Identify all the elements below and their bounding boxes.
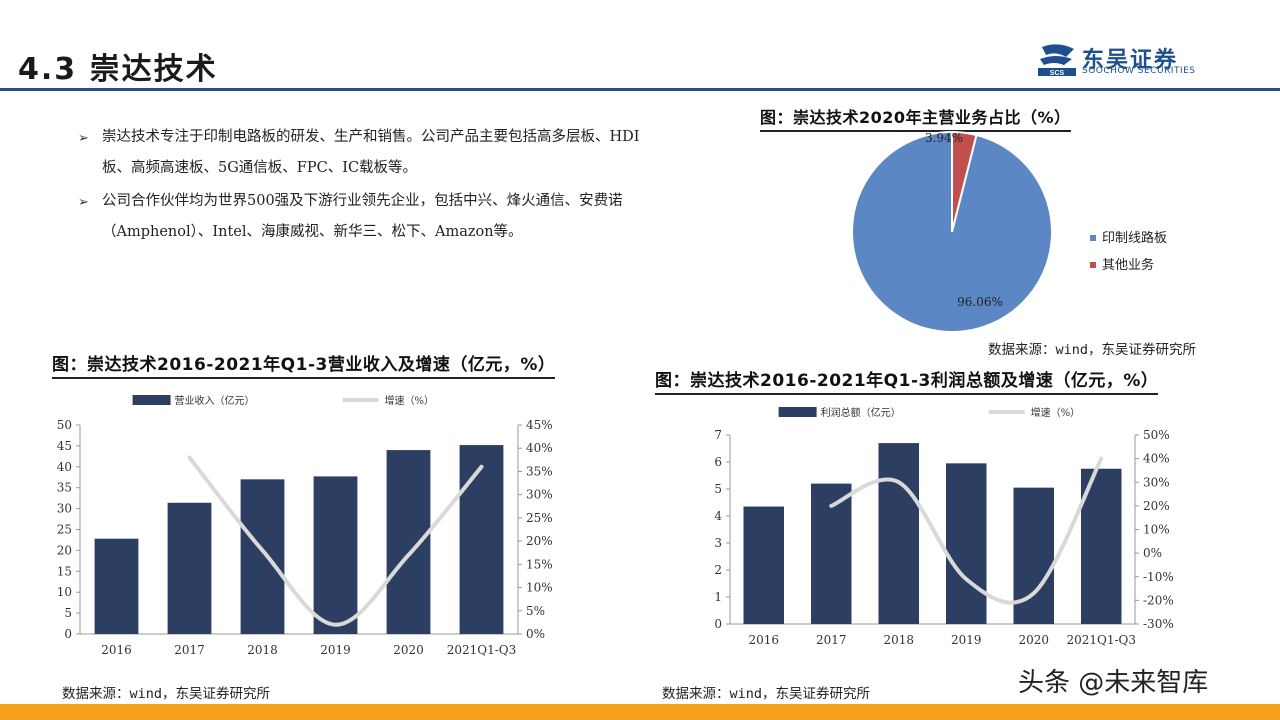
- pie-value-label: 3.94%: [925, 131, 963, 145]
- pie-slice: [851, 130, 1053, 333]
- y-tick-label: 20: [57, 543, 72, 557]
- y2-tick-label: 50%: [1143, 428, 1170, 442]
- bar: [313, 476, 358, 634]
- legend-swatch: [1090, 235, 1096, 241]
- y2-tick-label: 30%: [1143, 475, 1170, 489]
- y-tick-label: 3: [714, 536, 722, 550]
- x-tick-label: 2019: [320, 643, 351, 657]
- profit-source: 数据来源：wind，东吴证券研究所: [662, 686, 871, 702]
- legend-label: 利润总额（亿元）: [821, 406, 901, 419]
- x-tick-label: 2016: [101, 643, 132, 657]
- bullet-text: 崇达技术专注于印制电路板的研发、生产和销售。公司产品主要包括高多层板、HDI板、…: [102, 129, 640, 176]
- y-tick-label: 5: [714, 482, 722, 496]
- y-tick-label: 45: [57, 439, 72, 453]
- x-tick-label: 2019: [951, 633, 982, 647]
- y2-tick-label: 10%: [526, 581, 553, 595]
- arrow-bullet-icon: ➢: [78, 131, 89, 146]
- y2-tick-label: 30%: [526, 488, 553, 502]
- bar: [459, 445, 504, 634]
- y-tick-label: 25: [57, 523, 72, 537]
- bullet-item: ➢ 崇达技术专注于印制电路板的研发、生产和销售。公司产品主要包括高多层板、HDI…: [78, 122, 648, 184]
- x-tick-label: 2017: [174, 643, 205, 657]
- y-tick-label: 35: [57, 481, 72, 495]
- y2-tick-label: 40%: [1143, 452, 1170, 466]
- legend-label: 印制线路板: [1102, 230, 1167, 246]
- bar: [94, 538, 139, 634]
- logo-name-en: SOOCHOW SECURITIES: [1082, 66, 1196, 76]
- y2-tick-label: 5%: [526, 604, 545, 618]
- bar: [167, 502, 212, 634]
- y-tick-label: 1: [714, 590, 722, 604]
- y2-tick-label: 35%: [526, 464, 553, 478]
- legend-label: 其他业务: [1102, 257, 1154, 273]
- y2-tick-label: 10%: [1143, 523, 1170, 537]
- revenue-chart: 0 5 10 15 20 25 30 35 40 45 50 0% 5% 10% 15% 20% 25% 30% 3…: [57, 394, 553, 657]
- bullet-text: 公司合作伙伴均为世界500强及下游行业领先企业，包括中兴、烽火通信、安费诺（Am…: [102, 193, 623, 240]
- y-tick-label: 15: [57, 564, 72, 578]
- pie-chart-title: 图：崇达技术2020年主营业务占比（%）: [760, 104, 1071, 132]
- y-tick-label: 40: [57, 460, 72, 474]
- soochow-logo: SCS: [1036, 43, 1226, 77]
- y2-tick-label: -10%: [1143, 570, 1174, 584]
- header-divider: [0, 88, 1280, 91]
- arrow-bullet-icon: ➢: [78, 195, 89, 210]
- logo-name-cn: 东吴证券: [1082, 48, 1179, 73]
- legend-label: 营业收入（亿元）: [175, 394, 255, 407]
- x-tick-label: 2018: [883, 633, 914, 647]
- revenue-chart-title: 图：崇达技术2016-2021年Q1-3营业收入及增速（亿元，%）: [52, 350, 556, 379]
- y-tick-label: 50: [57, 418, 72, 432]
- y2-tick-label: 20%: [1143, 499, 1170, 513]
- x-tick-label: 2017: [816, 633, 847, 647]
- logo-badge: SCS: [1050, 70, 1065, 77]
- profit-chart: 0 1 2 3 4 5 6 7 -30% -20% -10% 0% 10% 20% 30% 40% 50% 201…: [714, 406, 1174, 647]
- y-tick-label: 30: [57, 502, 72, 516]
- x-tick-label: 2021Q1-Q3: [447, 643, 517, 657]
- y2-tick-label: 45%: [526, 418, 553, 432]
- y2-tick-label: 0%: [526, 627, 545, 641]
- bar: [743, 506, 784, 624]
- legend-swatch: [778, 407, 817, 417]
- y-tick-label: 5: [64, 606, 72, 620]
- logo-icon: SCS: [1038, 44, 1076, 77]
- y-tick-label: 2: [714, 563, 722, 577]
- legend-swatch: [1090, 262, 1096, 268]
- legend-swatch: [132, 395, 171, 405]
- y-tick-label: 10: [57, 585, 72, 599]
- legend-label: 增速（%）: [385, 394, 435, 407]
- y2-tick-label: 15%: [526, 557, 553, 571]
- y2-tick-label: 0%: [1143, 546, 1162, 560]
- bar: [946, 463, 987, 624]
- y-tick-label: 0: [714, 617, 722, 631]
- watermark: 头条 @未来智库: [1018, 668, 1209, 698]
- y-tick-label: 4: [714, 509, 722, 523]
- x-tick-label: 2016: [748, 633, 779, 647]
- page-title: 4.3 崇达技术: [18, 52, 218, 87]
- bullet-item: ➢ 公司合作伙伴均为世界500强及下游行业领先企业，包括中兴、烽火通信、安费诺（…: [78, 186, 648, 248]
- x-tick-label: 2020: [1018, 633, 1049, 647]
- y-tick-label: 6: [714, 455, 722, 469]
- y2-tick-label: 20%: [526, 534, 553, 548]
- y2-tick-label: -20%: [1143, 593, 1174, 607]
- pie-value-label: 96.06%: [957, 295, 1003, 309]
- bar: [1013, 487, 1054, 624]
- footer-bar: [0, 704, 1280, 720]
- y-tick-label: 0: [64, 627, 72, 641]
- y-tick-label: 7: [714, 428, 722, 442]
- profit-chart-title: 图：崇达技术2016-2021年Q1-3利润总额及增速（亿元，%）: [655, 366, 1159, 395]
- growth-line: [829, 456, 1104, 605]
- pie-source: 数据来源：wind，东吴证券研究所: [988, 342, 1197, 358]
- y2-tick-label: -30%: [1143, 617, 1174, 631]
- y2-tick-label: 25%: [526, 511, 553, 525]
- y2-tick-label: 40%: [526, 441, 553, 455]
- revenue-source: 数据来源：wind，东吴证券研究所: [62, 686, 271, 702]
- x-tick-label: 2021Q1-Q3: [1066, 633, 1136, 647]
- bar: [878, 443, 919, 624]
- x-tick-label: 2018: [247, 643, 278, 657]
- x-tick-label: 2020: [393, 643, 424, 657]
- bar: [386, 450, 431, 634]
- bar: [240, 479, 285, 634]
- legend-label: 增速（%）: [1031, 406, 1081, 419]
